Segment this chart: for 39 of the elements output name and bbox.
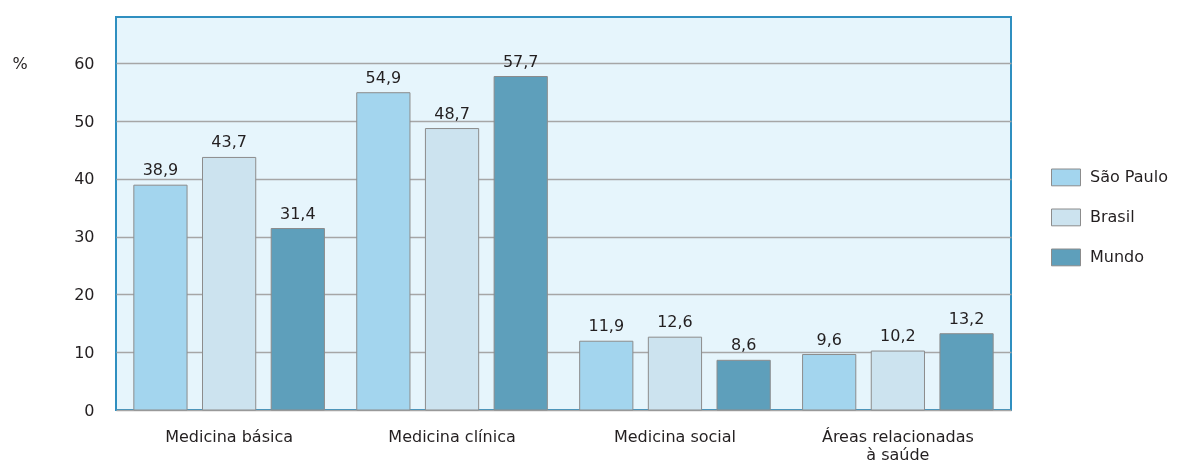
x-tick-label: Áreas relacionadas à saúde <box>821 426 974 464</box>
legend-label: São Paulo <box>1090 167 1168 187</box>
y-tick-label: 10 <box>74 342 95 362</box>
bar <box>579 340 634 411</box>
data-label: 9,6 <box>816 329 842 349</box>
y-tick-label: 30 <box>74 227 95 247</box>
x-tick-label: Medicina básica <box>165 426 294 446</box>
bar <box>133 184 188 411</box>
y-tick-label: 40 <box>74 169 95 189</box>
data-label: 13,2 <box>948 308 985 328</box>
bar <box>802 354 857 411</box>
data-label: 43,7 <box>211 132 247 152</box>
data-label: 57,7 <box>502 51 539 71</box>
data-label: 11,9 <box>588 316 625 336</box>
bar <box>356 92 411 411</box>
bar <box>493 76 548 411</box>
bar <box>870 350 925 411</box>
bar <box>270 228 325 411</box>
data-label: 12,6 <box>657 312 693 332</box>
y-axis-title: % <box>12 53 28 73</box>
legend-label: Mundo <box>1090 247 1145 267</box>
data-label: 31,4 <box>280 203 316 223</box>
data-label: 38,9 <box>142 160 179 180</box>
x-tick-label: Medicina clínica <box>388 426 516 446</box>
bar <box>424 128 480 411</box>
data-label: 10,2 <box>880 326 916 346</box>
bar <box>202 156 257 411</box>
y-tick-label: 20 <box>74 284 95 304</box>
y-tick-label: 50 <box>74 111 95 131</box>
y-tick-label: 0 <box>84 400 95 420</box>
y-tick-label: 60 <box>74 53 95 73</box>
legend-label: Brasil <box>1090 207 1135 227</box>
data-label: 48,7 <box>434 103 470 123</box>
bar <box>939 333 994 411</box>
data-label: 54,9 <box>365 67 402 87</box>
bar <box>716 359 771 411</box>
x-tick-label: Medicina social <box>613 426 737 446</box>
bar <box>647 336 703 411</box>
data-label: 8,6 <box>730 335 757 355</box>
